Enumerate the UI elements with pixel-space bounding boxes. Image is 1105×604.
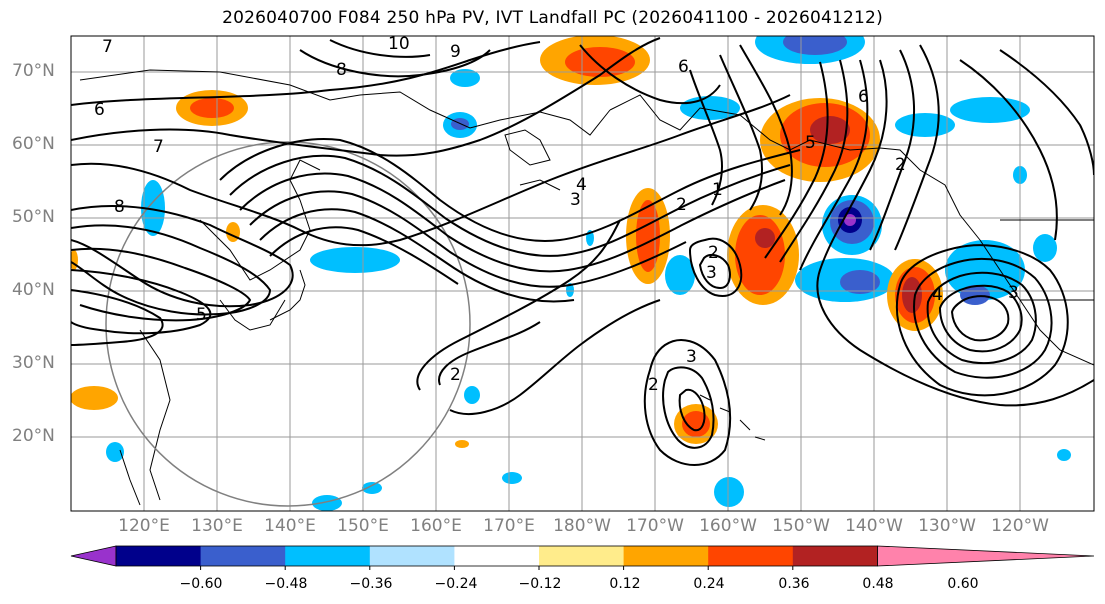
- contour-label: 10: [388, 34, 410, 54]
- contour-label: 2: [648, 375, 659, 395]
- colorbar-segment: [708, 546, 794, 566]
- colorbar-segment: [200, 546, 286, 566]
- contour-label: 2: [895, 155, 906, 175]
- colorbar-tick-label: 0.60: [947, 576, 979, 592]
- contour-label: 3: [570, 190, 581, 210]
- colorbar-extend-max: [877, 545, 1095, 567]
- lon-label: 130°W: [918, 516, 976, 536]
- contour-label: 9: [450, 42, 461, 62]
- lon-label: 170°E: [483, 516, 535, 536]
- lat-label: 20°N: [12, 426, 55, 446]
- contour-label: 2: [708, 243, 719, 263]
- colorbar-segment: [116, 546, 202, 566]
- contour-label: 3: [686, 347, 697, 367]
- contour-label: 8: [114, 197, 125, 217]
- colorbar-tick-label: 0.36: [778, 576, 810, 592]
- lat-label: 30°N: [12, 353, 55, 373]
- colorbar-tick-label: 0.24: [693, 576, 725, 592]
- contour-label: 6: [678, 57, 689, 77]
- pv-shading: [71, 36, 1071, 511]
- colorbar-segment: [792, 546, 878, 566]
- lat-label: 40°N: [12, 280, 55, 300]
- colorbar-tick-label: −0.60: [179, 576, 223, 592]
- contour-label: 2: [676, 195, 687, 215]
- colorbar: [70, 545, 1095, 570]
- map-frame: [70, 35, 1095, 512]
- colorbar-tick-label: 0.12: [609, 576, 641, 592]
- colorbar-segment: [454, 546, 540, 566]
- contour-label: 4: [932, 285, 943, 305]
- contour-label: 8: [336, 60, 347, 80]
- lon-label: 140°E: [264, 516, 316, 536]
- contour-label: 7: [153, 137, 164, 157]
- lon-label: 120°E: [118, 516, 170, 536]
- contour-label: 3: [706, 263, 717, 283]
- figure-title: 2026040700 F084 250 hPa PV, IVT Landfall…: [222, 8, 883, 28]
- colorbar-segment: [285, 546, 371, 566]
- colorbar-tick-label: −0.36: [349, 576, 393, 592]
- pv-contours: [71, 37, 1094, 466]
- colorbar-segment: [539, 546, 625, 566]
- contour-label: 3: [1008, 283, 1019, 303]
- lon-label: 160°E: [410, 516, 462, 536]
- contour-label: 4: [576, 175, 587, 195]
- contour-label: 6: [858, 87, 869, 107]
- colorbar-segment: [369, 546, 455, 566]
- colorbar-tick-label: 0.48: [862, 576, 894, 592]
- lon-label: 150°W: [772, 516, 830, 536]
- lon-label: 150°E: [337, 516, 389, 536]
- lon-label: 180°W: [553, 516, 611, 536]
- lat-label: 70°N: [12, 61, 55, 81]
- lat-label: 60°N: [12, 134, 55, 154]
- contour-label: 5: [196, 305, 207, 325]
- colorbar-segment: [623, 546, 709, 566]
- lon-label: 130°E: [191, 516, 243, 536]
- lon-label: 140°W: [845, 516, 903, 536]
- contour-label: 5: [805, 133, 816, 153]
- colorbar-tick-label: −0.48: [264, 576, 308, 592]
- colorbar-tick-label: −0.12: [518, 576, 562, 592]
- lon-label: 120°W: [991, 516, 1049, 536]
- lon-label: 160°W: [699, 516, 757, 536]
- colorbar-frame: [115, 545, 878, 567]
- contour-label: 6: [94, 100, 105, 120]
- gridlines: [71, 36, 1094, 511]
- contour-label: 1: [712, 180, 723, 200]
- colorbar-tick-label: −0.24: [434, 576, 478, 592]
- contour-label: 7: [102, 37, 113, 57]
- contour-label: 2: [450, 365, 461, 385]
- great-circle: [105, 141, 471, 507]
- lon-label: 170°W: [626, 516, 684, 536]
- lat-label: 50°N: [12, 207, 55, 227]
- colorbar-extend-min: [70, 545, 117, 567]
- contour-labels: 7 10 9 8 6 7 8 6 5 3 2 2 3 3 2 2 1 4 5 6: [94, 34, 1019, 395]
